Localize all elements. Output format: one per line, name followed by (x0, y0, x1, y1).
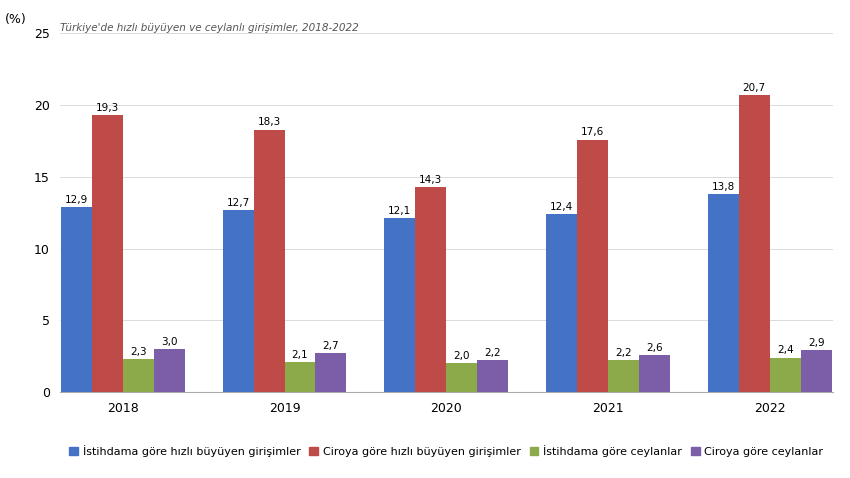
Text: (%): (%) (5, 13, 27, 26)
Bar (384, 218, 416, 392)
Bar (416, 187, 446, 392)
Text: 13,8: 13,8 (711, 182, 735, 192)
Text: 12,7: 12,7 (226, 198, 250, 207)
Text: 2,4: 2,4 (777, 346, 794, 355)
Text: 2,2: 2,2 (484, 348, 501, 358)
Bar (92, 115, 122, 392)
Text: 2,2: 2,2 (615, 348, 632, 358)
Text: 19,3: 19,3 (96, 103, 119, 113)
Bar (477, 360, 508, 392)
Bar (577, 140, 608, 392)
Bar (801, 350, 831, 392)
Text: 2,0: 2,0 (453, 351, 470, 361)
Text: 2,7: 2,7 (323, 341, 339, 351)
Bar (61, 207, 92, 392)
Text: 12,1: 12,1 (388, 206, 411, 216)
Text: 2,3: 2,3 (130, 347, 146, 357)
Bar (285, 362, 315, 392)
Bar (546, 214, 577, 392)
Bar (223, 210, 253, 392)
Bar (253, 130, 285, 392)
Text: 2,1: 2,1 (292, 350, 309, 359)
Text: 12,4: 12,4 (550, 202, 573, 212)
Bar (154, 349, 184, 392)
Text: 2,9: 2,9 (808, 338, 824, 348)
Bar (739, 95, 770, 392)
Text: 17,6: 17,6 (581, 128, 604, 138)
Text: Türkiye'de hızlı büyüyen ve ceylanlı girişimler, 2018-2022: Türkiye'de hızlı büyüyen ve ceylanlı gir… (60, 22, 358, 33)
Bar (446, 363, 477, 392)
Bar (608, 360, 639, 392)
Text: 12,9: 12,9 (65, 195, 88, 205)
Text: 20,7: 20,7 (743, 83, 766, 93)
Text: 3,0: 3,0 (161, 337, 178, 347)
Text: 2,6: 2,6 (646, 343, 663, 353)
Bar (639, 355, 670, 392)
Text: 18,3: 18,3 (258, 118, 281, 128)
Bar (315, 353, 347, 392)
Bar (122, 359, 154, 392)
Legend: İstihdama göre hızlı büyüyen girişimler, Ciroya göre hızlı büyüyen girişimler, İ: İstihdama göre hızlı büyüyen girişimler,… (65, 441, 827, 461)
Text: 14,3: 14,3 (419, 175, 442, 185)
Bar (770, 358, 801, 392)
Bar (708, 194, 739, 392)
